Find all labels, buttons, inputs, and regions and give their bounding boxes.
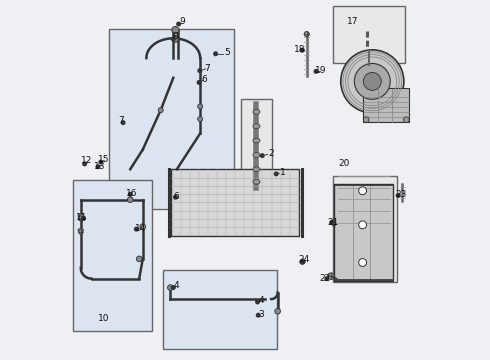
Text: 13: 13 <box>94 162 105 171</box>
Circle shape <box>168 285 173 291</box>
Bar <box>333 6 405 63</box>
Ellipse shape <box>253 153 260 157</box>
Circle shape <box>172 37 175 41</box>
Circle shape <box>122 121 125 125</box>
Ellipse shape <box>253 138 260 143</box>
Circle shape <box>304 32 309 37</box>
Ellipse shape <box>253 124 260 129</box>
Text: 17: 17 <box>347 17 358 26</box>
Circle shape <box>172 27 179 34</box>
Circle shape <box>341 50 404 113</box>
Circle shape <box>359 187 367 195</box>
Circle shape <box>403 117 409 123</box>
Circle shape <box>300 259 305 264</box>
Text: 8: 8 <box>172 32 178 41</box>
Text: 18: 18 <box>294 45 305 54</box>
Circle shape <box>364 72 381 90</box>
Circle shape <box>359 221 367 229</box>
Circle shape <box>158 108 163 113</box>
Bar <box>364 88 409 122</box>
Ellipse shape <box>78 228 84 232</box>
Bar <box>241 99 272 193</box>
FancyBboxPatch shape <box>334 184 393 281</box>
Circle shape <box>330 221 334 224</box>
Circle shape <box>198 69 201 72</box>
Circle shape <box>314 69 318 73</box>
Circle shape <box>354 63 390 99</box>
Circle shape <box>135 227 138 231</box>
Text: 4: 4 <box>173 281 179 290</box>
Text: 9: 9 <box>179 17 185 26</box>
Text: 16: 16 <box>125 189 137 198</box>
Text: 20: 20 <box>338 159 349 168</box>
Bar <box>163 270 277 348</box>
Circle shape <box>78 216 83 221</box>
Ellipse shape <box>253 167 260 172</box>
Text: 14: 14 <box>135 224 147 233</box>
Circle shape <box>301 260 304 264</box>
Circle shape <box>83 162 87 166</box>
Circle shape <box>82 217 85 220</box>
Circle shape <box>172 37 178 42</box>
Ellipse shape <box>78 214 84 218</box>
Circle shape <box>396 194 400 197</box>
Text: 12: 12 <box>81 157 92 166</box>
Text: 7: 7 <box>119 116 124 125</box>
Text: 22: 22 <box>319 274 330 283</box>
Bar <box>73 180 152 330</box>
Text: 23: 23 <box>395 190 407 199</box>
Circle shape <box>197 104 203 109</box>
Circle shape <box>140 224 146 229</box>
Circle shape <box>256 314 260 317</box>
Circle shape <box>136 256 142 262</box>
Circle shape <box>300 48 304 52</box>
Text: 21: 21 <box>327 218 339 227</box>
Text: 7: 7 <box>204 64 210 73</box>
Circle shape <box>173 195 177 199</box>
Circle shape <box>328 273 334 279</box>
Text: 6: 6 <box>173 192 179 201</box>
Text: 19: 19 <box>315 66 326 75</box>
Circle shape <box>274 172 278 176</box>
Text: 4: 4 <box>258 296 264 305</box>
Circle shape <box>96 165 100 168</box>
Text: 2: 2 <box>268 149 273 158</box>
Circle shape <box>275 309 280 314</box>
Circle shape <box>127 197 133 203</box>
Text: 5: 5 <box>224 48 230 57</box>
Circle shape <box>197 81 201 84</box>
Text: 11: 11 <box>76 213 88 222</box>
Circle shape <box>214 52 218 55</box>
Circle shape <box>332 222 336 226</box>
Circle shape <box>325 277 329 280</box>
Text: 3: 3 <box>258 310 264 319</box>
Bar <box>172 169 299 235</box>
Circle shape <box>177 22 180 26</box>
Bar <box>109 30 234 209</box>
Circle shape <box>260 154 264 157</box>
Bar <box>333 176 397 282</box>
Circle shape <box>128 193 132 196</box>
Ellipse shape <box>253 109 260 114</box>
Circle shape <box>78 230 83 234</box>
Circle shape <box>172 286 175 289</box>
Text: 24: 24 <box>298 255 310 264</box>
Text: 15: 15 <box>98 155 110 164</box>
Circle shape <box>359 258 367 266</box>
Circle shape <box>256 300 259 304</box>
Text: 1: 1 <box>280 168 286 177</box>
Circle shape <box>364 117 369 123</box>
Text: 6: 6 <box>201 75 207 84</box>
Circle shape <box>99 160 102 164</box>
Circle shape <box>197 117 203 122</box>
Text: 10: 10 <box>98 314 109 323</box>
Ellipse shape <box>253 180 260 184</box>
